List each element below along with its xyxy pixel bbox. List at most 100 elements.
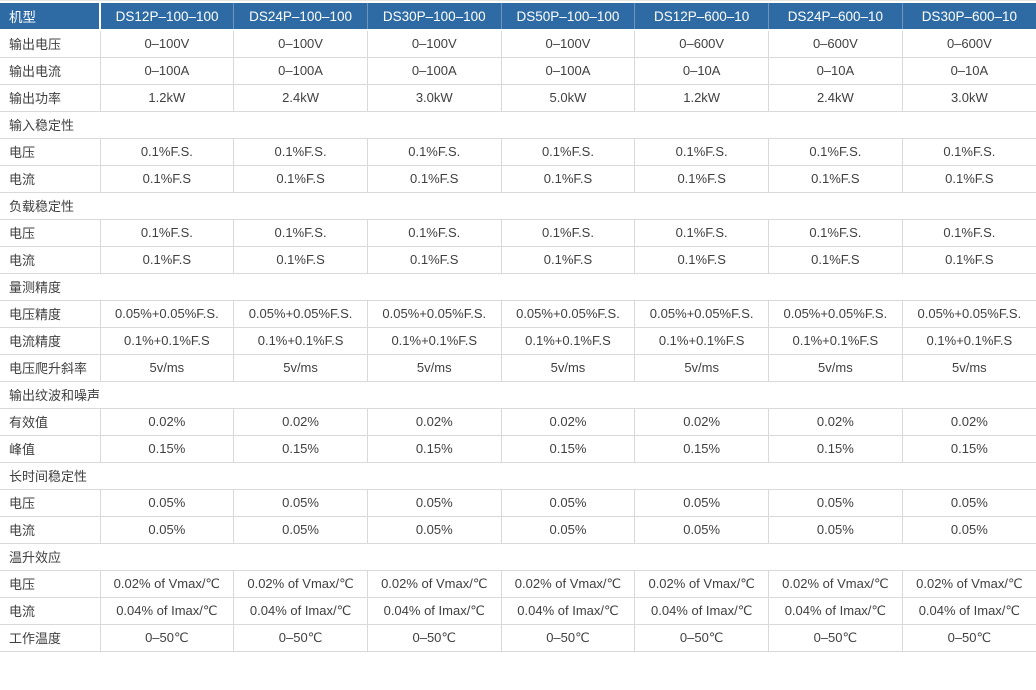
spec-value-cell: 0.04% of Imax/℃ — [768, 596, 903, 625]
row-label: 电压爬升斜率 — [0, 353, 100, 382]
spec-value-cell: 0.02% — [768, 407, 903, 436]
spec-value-cell: 0.1%F.S — [99, 164, 234, 193]
spec-value-cell: 0.05% — [768, 488, 903, 517]
spec-value-cell: 0–600V — [901, 30, 1036, 58]
spec-value-cell: 0.02% — [634, 407, 769, 436]
spec-value-cell: 0–50℃ — [768, 623, 903, 652]
row-label: 输出功率 — [0, 83, 100, 112]
model-column-header: DS24P–600–10 — [768, 3, 903, 31]
spec-row: 电流精度 0.1%+0.1%F.S 0.1%+0.1%F.S 0.1%+0.1%F.S… — [0, 326, 1036, 355]
model-column-header: DS30P–600–10 — [901, 3, 1036, 31]
spec-value-cell: 0.1%F.S — [634, 164, 769, 193]
spec-value-cell: 0–100A — [99, 56, 234, 85]
section-row: 负载稳定性 — [0, 191, 1036, 220]
spec-value-cell: 0–50℃ — [233, 623, 368, 652]
spec-value-cell: 0–50℃ — [99, 623, 234, 652]
spec-row: 工作温度 0–50℃ 0–50℃ 0–50℃ 0–50℃ 0–50℃ 0–50℃ 0–50℃ — [0, 623, 1036, 652]
row-label: 工作温度 — [0, 623, 100, 652]
spec-value-cell: 0.05%+0.05%F.S. — [634, 299, 769, 328]
section-row: 输出纹波和噪声 — [0, 380, 1036, 409]
spec-value-cell: 0.1%F.S — [500, 164, 635, 193]
spec-row: 峰值 0.15% 0.15% 0.15% 0.15% 0.15% 0.15% 0.15% — [0, 434, 1036, 463]
spec-value-cell: 0.1%+0.1%F.S — [233, 326, 368, 355]
spec-value-cell: 0.1%F.S. — [366, 218, 502, 247]
spec-value-cell: 0.1%+0.1%F.S — [634, 326, 769, 355]
spec-row: 输出电压 0–100V 0–100V 0–100V 0–100V 0–600V 0–600V… — [0, 30, 1036, 58]
spec-row: 电压爬升斜率 5v/ms 5v/ms 5v/ms 5v/ms 5v/ms 5v/ms 5v/m… — [0, 353, 1036, 382]
spec-value-cell: 0.1%F.S — [901, 245, 1036, 274]
spec-value-cell: 2.4kW — [233, 83, 368, 112]
spec-value-cell: 0.05% — [233, 515, 368, 544]
spec-value-cell: 0–50℃ — [634, 623, 769, 652]
spec-value-cell: 0.1%F.S. — [233, 137, 368, 166]
spec-value-cell: 0.02% of Vmax/℃ — [634, 569, 769, 598]
spec-value-cell: 0.05% — [500, 488, 635, 517]
spec-value-cell: 0.15% — [233, 434, 368, 463]
spec-value-cell: 0–100A — [500, 56, 635, 85]
spec-value-cell: 0–50℃ — [366, 623, 502, 652]
spec-value-cell: 1.2kW — [99, 83, 234, 112]
spec-value-cell: 5v/ms — [99, 353, 234, 382]
section-row: 长时间稳定性 — [0, 461, 1036, 490]
spec-value-cell: 0.1%F.S. — [901, 137, 1036, 166]
row-label: 峰值 — [0, 434, 100, 463]
spec-value-cell: 0.04% of Imax/℃ — [634, 596, 769, 625]
spec-value-cell: 0–600V — [634, 30, 769, 58]
spec-value-cell: 0–100A — [233, 56, 368, 85]
spec-row: 电流 0.1%F.S 0.1%F.S 0.1%F.S 0.1%F.S 0.1%F.S 0.1… — [0, 164, 1036, 193]
section-label: 长时间稳定性 — [0, 461, 1036, 490]
spec-value-cell: 5v/ms — [634, 353, 769, 382]
spec-value-cell: 0–50℃ — [500, 623, 635, 652]
spec-value-cell: 0.15% — [99, 434, 234, 463]
spec-value-cell: 0.1%+0.1%F.S — [901, 326, 1036, 355]
spec-value-cell: 0.05%+0.05%F.S. — [99, 299, 234, 328]
spec-value-cell: 0.05% — [901, 515, 1036, 544]
model-column-header: DS12P–600–10 — [634, 3, 769, 31]
spec-row: 电流 0.05% 0.05% 0.05% 0.05% 0.05% 0.05% 0.05% — [0, 515, 1036, 544]
spec-value-cell: 5.0kW — [500, 83, 635, 112]
spec-value-cell: 0.1%F.S — [768, 164, 903, 193]
spec-value-cell: 0.02% — [500, 407, 635, 436]
spec-value-cell: 0.05%+0.05%F.S. — [233, 299, 368, 328]
model-header-row: 机型 DS12P–100–100 DS24P–100–100 DS30P–100–1… — [0, 3, 1036, 31]
spec-value-cell: 0.02% of Vmax/℃ — [99, 569, 234, 598]
spec-row: 有效值 0.02% 0.02% 0.02% 0.02% 0.02% 0.02% 0.02% — [0, 407, 1036, 436]
spec-value-cell: 0.1%F.S — [634, 245, 769, 274]
spec-value-cell: 0.02% of Vmax/℃ — [901, 569, 1036, 598]
spec-value-cell: 0.1%F.S. — [500, 218, 635, 247]
spec-value-cell: 0.02% — [233, 407, 368, 436]
spec-value-cell: 0.1%F.S. — [768, 218, 903, 247]
spec-value-cell: 0.15% — [768, 434, 903, 463]
spec-value-cell: 0.05% — [366, 488, 502, 517]
spec-value-cell: 0.1%F.S — [901, 164, 1036, 193]
spec-value-cell: 0.1%F.S — [233, 164, 368, 193]
spec-value-cell: 5v/ms — [500, 353, 635, 382]
spec-value-cell: 0.05%+0.05%F.S. — [500, 299, 635, 328]
spec-value-cell: 3.0kW — [366, 83, 502, 112]
spec-row: 电压 0.1%F.S. 0.1%F.S. 0.1%F.S. 0.1%F.S. 0.1%F.… — [0, 137, 1036, 166]
spec-value-cell: 0.1%F.S. — [366, 137, 502, 166]
spec-value-cell: 0.05% — [634, 515, 769, 544]
section-row: 温升效应 — [0, 542, 1036, 571]
model-column-header: DS50P–100–100 — [500, 3, 635, 31]
spec-value-cell: 0.1%F.S. — [901, 218, 1036, 247]
spec-row: 电压 0.1%F.S. 0.1%F.S. 0.1%F.S. 0.1%F.S. 0.1%F.… — [0, 218, 1036, 247]
spec-value-cell: 0.1%+0.1%F.S — [768, 326, 903, 355]
model-column-header: DS30P–100–100 — [366, 3, 502, 31]
spec-value-cell: 1.2kW — [634, 83, 769, 112]
spec-table-header: 机型 DS12P–100–100 DS24P–100–100 DS30P–100–1… — [0, 3, 1036, 31]
spec-value-cell: 0.15% — [634, 434, 769, 463]
spec-value-cell: 0–50℃ — [901, 623, 1036, 652]
spec-value-cell: 0.02% of Vmax/℃ — [366, 569, 502, 598]
spec-value-cell: 0.05% — [233, 488, 368, 517]
row-label: 电压精度 — [0, 299, 100, 328]
spec-row: 电压 0.02% of Vmax/℃ 0.02% of Vmax/℃ 0.02% of… — [0, 569, 1036, 598]
section-row: 量测精度 — [0, 272, 1036, 301]
spec-value-cell: 0.04% of Imax/℃ — [233, 596, 368, 625]
spec-value-cell: 0.15% — [901, 434, 1036, 463]
spec-value-cell: 0–10A — [901, 56, 1036, 85]
spec-value-cell: 0.1%F.S — [99, 245, 234, 274]
spec-value-cell: 0.02% — [366, 407, 502, 436]
spec-value-cell: 0.02% — [99, 407, 234, 436]
